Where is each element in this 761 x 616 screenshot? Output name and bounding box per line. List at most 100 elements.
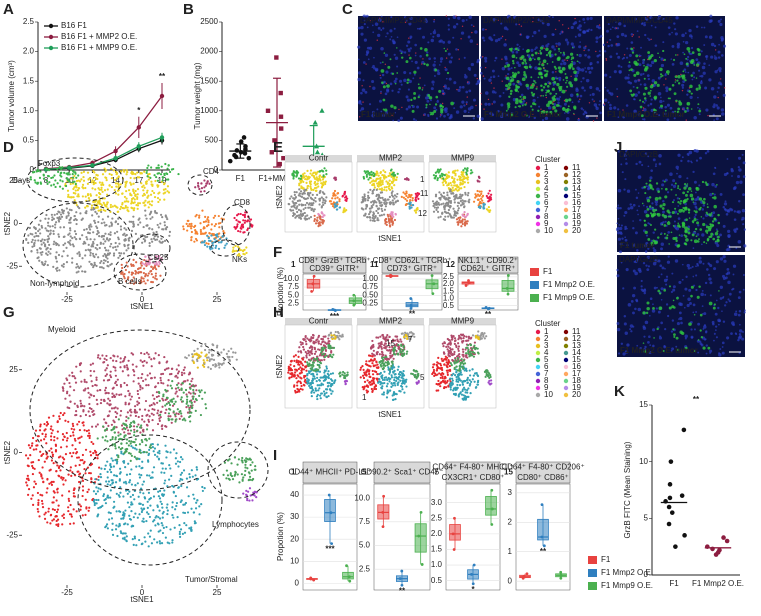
tsne-dot <box>50 425 53 428</box>
tsne-dot <box>100 210 103 214</box>
signal <box>661 213 665 217</box>
tsne-dot <box>153 263 157 266</box>
signal <box>537 76 540 79</box>
tsne-dot <box>145 414 148 417</box>
tsne-dot <box>115 177 119 180</box>
tsne-dot <box>69 451 72 455</box>
tsne-dot <box>154 277 157 280</box>
tsne-dot <box>117 185 120 188</box>
tsne-dot <box>174 387 178 390</box>
tsne-dot <box>48 449 51 452</box>
tsne-dot <box>51 451 54 454</box>
tsne-dot <box>167 178 170 181</box>
tsne-dot <box>138 473 141 476</box>
axis-title: Tumor volume (cm³) <box>7 60 16 132</box>
tsne-dot <box>139 431 142 434</box>
nucleus <box>484 59 488 63</box>
signal <box>386 84 390 88</box>
signal <box>455 15 457 17</box>
tsne-dot <box>78 363 82 367</box>
tsne-dot <box>57 220 61 223</box>
signal <box>522 95 527 100</box>
nucleus <box>720 36 724 40</box>
tsne-dot <box>147 512 150 516</box>
tsne-dot <box>171 380 174 383</box>
nucleus <box>684 32 687 35</box>
nucleus <box>493 34 496 37</box>
signal <box>678 234 681 236</box>
tsne-dot <box>188 415 191 419</box>
tsne-dot <box>118 523 121 526</box>
tsne-dot <box>132 543 135 547</box>
tsne-dot <box>175 374 178 377</box>
signal <box>685 119 687 121</box>
tsne-dot <box>91 425 94 428</box>
nucleus <box>630 33 634 36</box>
signal <box>382 21 384 23</box>
tsne-dot <box>158 399 161 402</box>
nucleus <box>647 37 649 40</box>
signal <box>408 37 410 39</box>
nucleus <box>631 294 636 298</box>
signal <box>537 52 540 55</box>
tsne-dot <box>243 474 246 477</box>
tsne-dot <box>82 408 85 412</box>
tsne-dot <box>123 512 126 515</box>
nucleus <box>667 231 671 234</box>
tsne-dot <box>108 403 111 406</box>
signal <box>668 306 672 310</box>
tsne-dot <box>124 532 127 535</box>
signal <box>577 117 580 120</box>
nucleus <box>490 76 493 79</box>
nucleus <box>584 67 586 69</box>
signal <box>429 111 431 114</box>
nucleus <box>737 240 742 244</box>
tsne-dot <box>87 434 90 437</box>
tsne-dot <box>183 366 186 369</box>
nucleus <box>457 16 461 20</box>
nucleus <box>675 226 680 231</box>
signal <box>553 80 557 84</box>
nucleus <box>666 191 670 194</box>
tsne-dot <box>92 170 95 173</box>
tsne-dot <box>245 251 248 255</box>
signal <box>677 82 681 85</box>
tsne-dot <box>199 190 203 193</box>
nucleus <box>657 259 661 263</box>
tsne-dot <box>97 487 100 490</box>
signal <box>687 211 691 214</box>
tsne-dot <box>120 424 124 427</box>
tsne-dot <box>87 509 90 512</box>
signal <box>511 71 515 74</box>
tsne-dot <box>39 170 42 173</box>
nucleus <box>477 79 481 83</box>
tsne-dot <box>119 383 122 387</box>
tsne-dot <box>165 525 168 529</box>
signal <box>694 230 696 233</box>
tsne-dot <box>98 466 101 469</box>
nucleus <box>628 54 632 57</box>
signal <box>369 85 371 88</box>
tsne-dot <box>91 214 94 217</box>
tsne-dot <box>34 429 38 432</box>
tsne-dot <box>87 391 90 394</box>
tsne-dot <box>50 176 53 180</box>
nucleus <box>414 54 417 57</box>
nucleus <box>674 28 677 31</box>
tsne-dot <box>44 260 47 263</box>
tsne-dot <box>188 411 191 414</box>
tsne-dot <box>198 394 201 397</box>
tsne-dot <box>98 196 101 199</box>
tsne-dot <box>134 269 137 273</box>
tsne-dot <box>155 391 159 394</box>
tsne-dot <box>181 532 185 535</box>
nucleus <box>583 89 586 92</box>
nucleus <box>506 72 510 76</box>
signal <box>685 62 689 66</box>
tsne-dot <box>67 211 70 214</box>
tsne-dot <box>237 213 240 216</box>
tsne-dot <box>175 368 178 371</box>
signal <box>555 45 558 47</box>
tsne-dot <box>154 516 157 519</box>
tsne-dot <box>106 188 109 191</box>
